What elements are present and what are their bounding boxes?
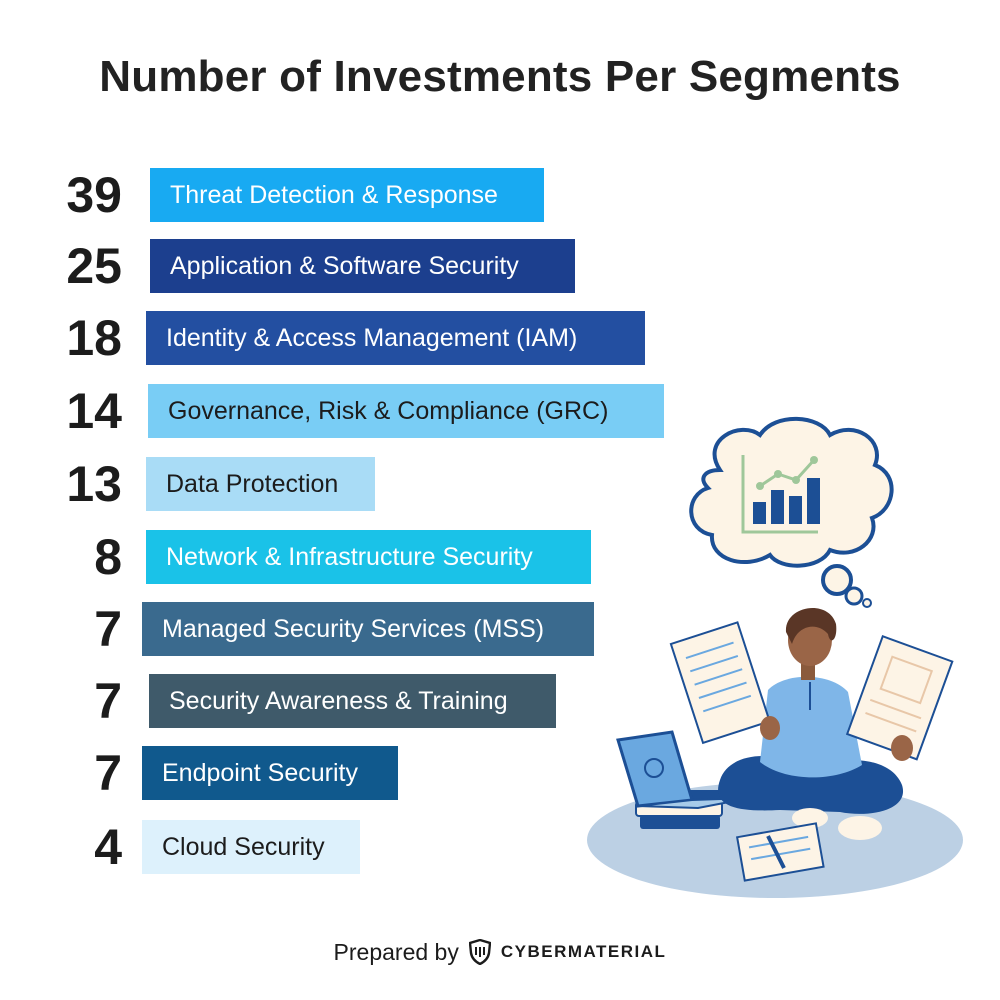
chart-title: Number of Investments Per Segments xyxy=(99,52,901,101)
value-label: 25 xyxy=(66,238,122,294)
bar: Threat Detection & Response xyxy=(150,168,544,222)
bar-row: 13 Data Protection xyxy=(0,457,700,511)
bar: Governance, Risk & Compliance (GRC) xyxy=(148,384,664,438)
category-label: Governance, Risk & Compliance (GRC) xyxy=(168,396,609,425)
bar-row: 8 Network & Infrastructure Security xyxy=(0,530,700,584)
category-label: Threat Detection & Response xyxy=(170,180,498,209)
bar: Endpoint Security xyxy=(142,746,398,800)
bar-row: 18 Identity & Access Management (IAM) xyxy=(0,311,700,365)
value-label: 7 xyxy=(94,673,122,729)
category-label: Endpoint Security xyxy=(162,758,358,787)
category-label: Managed Security Services (MSS) xyxy=(162,614,545,643)
value-label: 8 xyxy=(94,529,122,585)
shield-logo-icon xyxy=(468,939,491,965)
bar-row: 14 Governance, Risk & Compliance (GRC) xyxy=(0,384,700,438)
bar: Application & Software Security xyxy=(150,239,575,293)
bar: Identity & Access Management (IAM) xyxy=(146,311,645,365)
bar: Cloud Security xyxy=(142,820,360,874)
bar-row: 7 Endpoint Security xyxy=(0,746,700,800)
bar: Managed Security Services (MSS) xyxy=(142,602,594,656)
bar-row: 25 Application & Software Security xyxy=(0,239,700,293)
category-label: Identity & Access Management (IAM) xyxy=(166,323,578,352)
value-label: 4 xyxy=(94,819,122,875)
value-label: 39 xyxy=(66,167,122,223)
prepared-by-text: Prepared by xyxy=(333,938,459,965)
value-label: 13 xyxy=(66,456,122,512)
footer: Prepared by CYBERMATERIAL xyxy=(0,930,1000,974)
bar-row: 7 Managed Security Services (MSS) xyxy=(0,602,700,656)
bar-row: 4 Cloud Security xyxy=(0,820,700,874)
bar: Network & Infrastructure Security xyxy=(146,530,591,584)
category-label: Network & Infrastructure Security xyxy=(166,542,533,571)
bar: Data Protection xyxy=(146,457,375,511)
category-label: Application & Software Security xyxy=(170,251,519,280)
thought-bubble-chart-icon xyxy=(689,416,894,608)
value-label: 18 xyxy=(66,310,122,366)
bar-row: 39 Threat Detection & Response xyxy=(0,168,700,222)
person-reading-illustration xyxy=(587,416,963,898)
value-label: 7 xyxy=(94,745,122,801)
bar: Security Awareness & Training xyxy=(149,674,556,728)
brand-name: CYBERMATERIAL xyxy=(500,942,667,961)
value-label: 14 xyxy=(66,383,122,439)
bar-row: 7 Security Awareness & Training xyxy=(0,674,700,728)
value-label: 7 xyxy=(94,601,122,657)
category-label: Data Protection xyxy=(166,469,339,498)
category-label: Cloud Security xyxy=(162,832,325,861)
category-label: Security Awareness & Training xyxy=(169,686,508,715)
